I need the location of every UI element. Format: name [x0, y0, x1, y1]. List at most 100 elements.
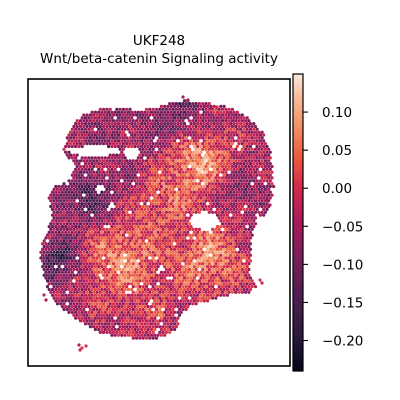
tissue-spot — [197, 124, 201, 129]
tissue-spot — [174, 182, 178, 186]
tissue-spot — [123, 322, 127, 326]
tissue-spot — [201, 187, 205, 191]
tissue-spot — [239, 219, 243, 223]
tissue-spot — [151, 285, 155, 289]
tissue-spot — [136, 190, 140, 194]
tissue-spot — [110, 144, 114, 149]
tissue-spot — [253, 164, 258, 169]
tissue-spot — [161, 296, 165, 300]
tissue-spot — [115, 164, 119, 169]
tissue-spot — [240, 204, 244, 209]
tissue-spot — [88, 193, 92, 197]
tissue-spot — [234, 204, 238, 209]
tissue-spot — [57, 225, 61, 229]
tissue-spot — [146, 299, 150, 303]
tissue-spot — [212, 230, 216, 234]
tissue-spot — [171, 273, 175, 277]
tissue-spot — [184, 245, 188, 249]
tissue-spot — [207, 176, 211, 180]
tissue-spot — [191, 136, 195, 140]
tissue-spot — [220, 142, 225, 146]
tissue-spot — [194, 279, 198, 283]
tissue-spot — [202, 110, 206, 114]
tissue-spot — [176, 270, 180, 274]
tissue-spot — [237, 119, 241, 123]
tissue-spot — [125, 267, 129, 272]
tissue-spot — [90, 219, 94, 223]
tissue-spot — [62, 273, 66, 277]
tissue-spot — [111, 187, 116, 191]
tissue-spot — [176, 179, 180, 183]
tissue-spot — [149, 144, 154, 149]
tissue-spot — [179, 179, 183, 183]
tissue-spot — [143, 276, 147, 280]
tissue-spot — [60, 236, 64, 240]
tissue-spot — [211, 164, 215, 169]
tissue-spot — [161, 325, 165, 329]
tissue-spot — [159, 162, 163, 166]
tissue-spot — [257, 130, 261, 134]
tissue-spot — [171, 182, 175, 186]
tissue-spot — [211, 210, 215, 214]
tissue-spot — [115, 233, 119, 237]
tissue-spot — [154, 296, 159, 300]
tissue-spot — [65, 136, 69, 140]
tissue-spot — [215, 196, 220, 200]
tissue-spot — [121, 222, 125, 226]
tissue-spot — [159, 236, 163, 240]
tissue-spot — [220, 250, 225, 254]
tissue-spot — [168, 313, 172, 317]
tissue-spot — [88, 250, 92, 254]
tissue-spot — [115, 290, 119, 294]
tissue-spot — [164, 147, 168, 151]
tissue-spot — [245, 207, 249, 211]
tissue-spot — [133, 322, 137, 326]
tissue-spot — [191, 245, 195, 249]
tissue-spot — [95, 210, 99, 214]
tissue-spot — [143, 122, 147, 126]
tissue-spot — [168, 307, 172, 312]
tissue-spot — [95, 164, 99, 169]
tissue-spot — [173, 190, 177, 194]
tissue-spot — [143, 322, 147, 326]
tissue-spot — [229, 247, 233, 251]
tissue-spot — [133, 265, 137, 269]
tissue-spot — [74, 265, 78, 269]
tissue-spot — [82, 170, 86, 174]
tissue-spot — [230, 142, 234, 146]
tissue-spot — [166, 213, 170, 217]
colorbar-outline — [292, 73, 304, 372]
tissue-spot — [163, 287, 167, 292]
tissue-spot — [103, 156, 107, 160]
tissue-spot — [98, 307, 102, 312]
tissue-spot — [158, 256, 162, 260]
tissue-spot — [181, 113, 185, 117]
tissue-spot — [55, 233, 60, 237]
colorbar-tick-label: −0.20 — [322, 334, 363, 350]
tissue-spot — [257, 153, 261, 157]
tissue-spot — [123, 139, 127, 143]
tissue-spot — [69, 222, 73, 226]
tissue-spot — [168, 164, 172, 169]
tissue-spot — [148, 319, 152, 323]
tissue-spot — [202, 144, 206, 149]
tissue-spot — [187, 130, 192, 134]
tissue-spot — [186, 150, 190, 154]
tissue-spot — [174, 102, 178, 106]
tissue-spot — [85, 256, 89, 260]
tissue-spot — [92, 279, 96, 283]
tissue-spot — [161, 239, 165, 243]
tissue-spot — [199, 116, 203, 120]
tissue-spot — [82, 142, 86, 146]
tissue-spot — [141, 290, 145, 294]
tissue-spot — [41, 265, 45, 269]
tissue-spot — [169, 310, 173, 314]
tissue-spot — [189, 287, 193, 292]
tissue-spot — [135, 113, 139, 117]
tissue-spot — [245, 202, 249, 206]
tissue-spot — [252, 207, 256, 211]
tissue-spot — [72, 222, 76, 226]
tissue-spot — [153, 173, 157, 177]
tissue-spot — [168, 256, 172, 260]
tissue-spot — [148, 130, 152, 134]
